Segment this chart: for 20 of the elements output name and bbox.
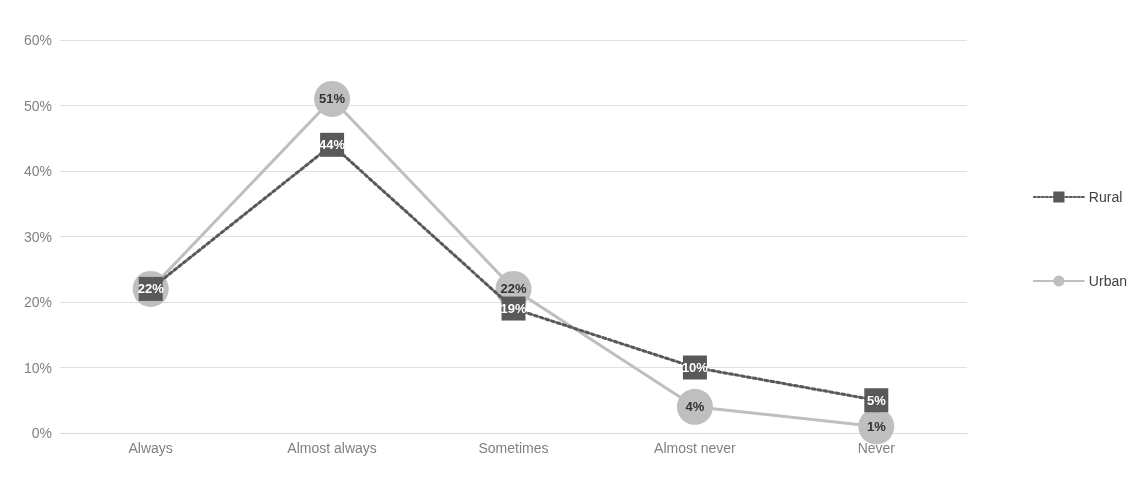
y-tick-label: 50%: [23, 97, 52, 114]
x-tick-label: Always: [128, 440, 173, 456]
y-tick-label: 30%: [23, 228, 52, 245]
y-tick-label: 40%: [23, 163, 52, 179]
data-label: 19%: [500, 301, 527, 317]
x-tick-label: Sometimes: [478, 440, 549, 456]
y-tick-label: 20%: [23, 294, 52, 310]
y-tick-label: 60%: [23, 32, 52, 48]
data-label: 51%: [319, 91, 346, 107]
y-tick-label: 0%: [31, 425, 52, 441]
legend-label: Urban: [1088, 273, 1128, 289]
data-label: 1%: [866, 418, 887, 434]
y-tick-label: 10%: [23, 359, 52, 376]
data-label: 4%: [685, 399, 705, 415]
x-tick-label: Never: [857, 440, 896, 456]
data-label: 22%: [500, 281, 527, 297]
data-label: 5%: [866, 392, 887, 408]
legend-label: Rural: [1088, 189, 1123, 205]
x-tick-label: Almost always: [287, 440, 377, 456]
x-tick-label: Almost never: [654, 440, 737, 456]
